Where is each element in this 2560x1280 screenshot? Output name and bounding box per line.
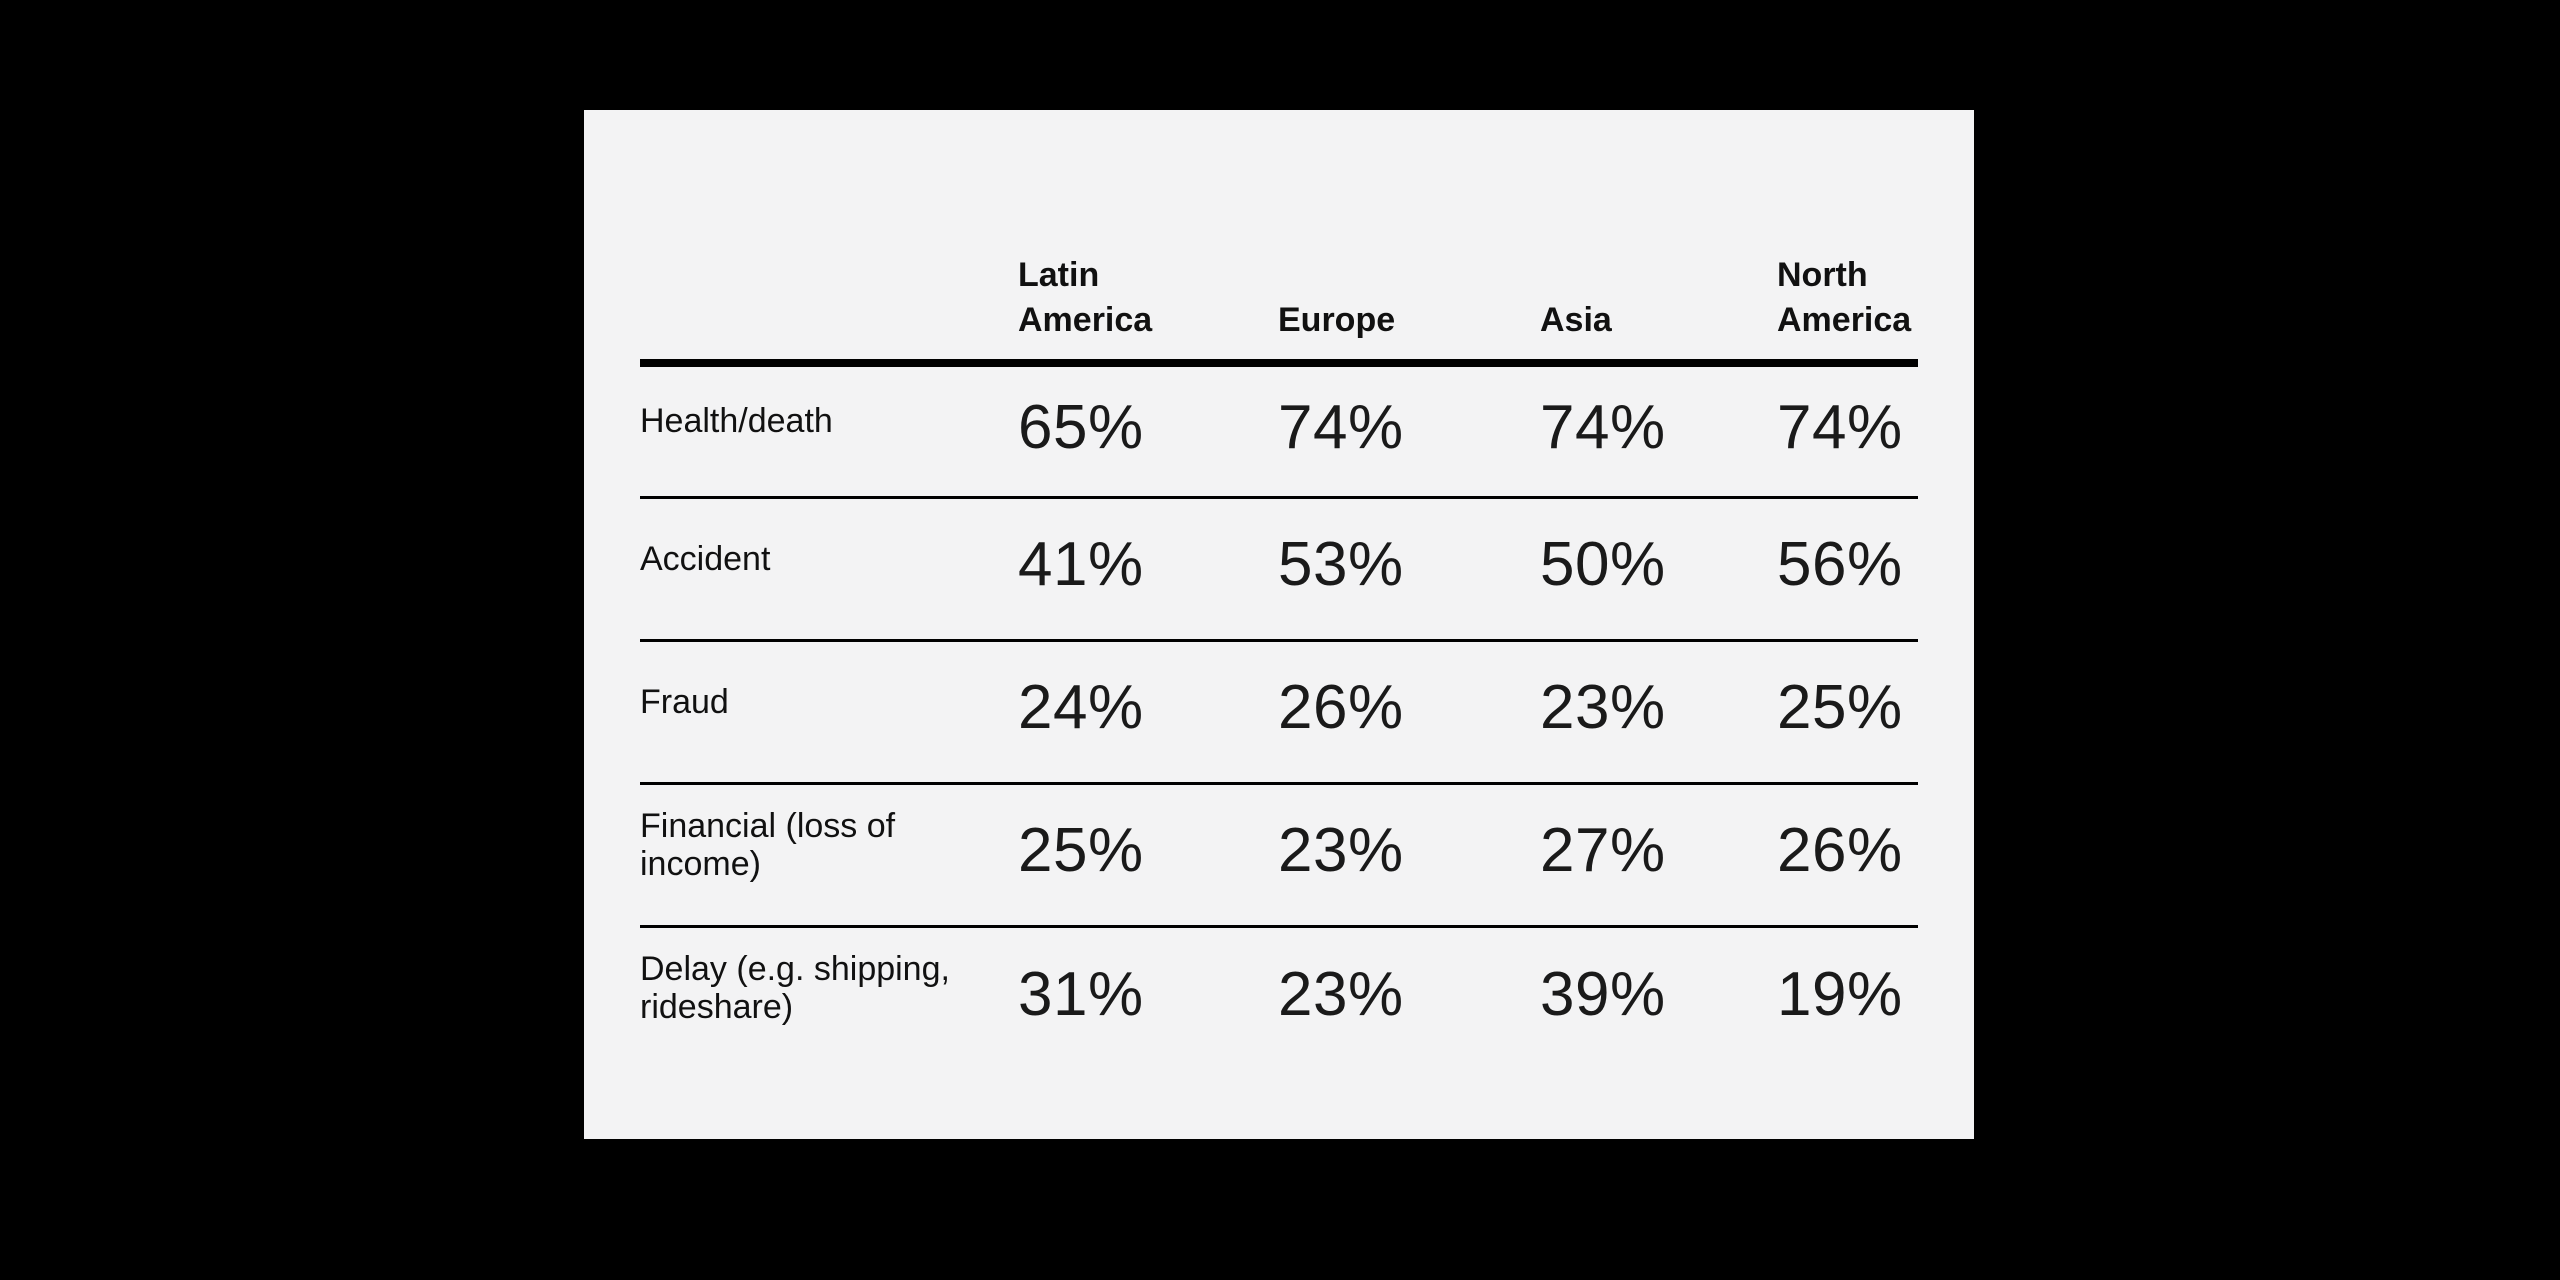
- value-cell: 26%: [1777, 816, 1903, 885]
- table-header-row: Latin America Europe Asia North America: [640, 110, 1918, 367]
- value-cell: 53%: [1278, 530, 1404, 599]
- value-cell: 19%: [1777, 959, 1903, 1029]
- value-cell: 50%: [1540, 530, 1666, 599]
- value-cell: 24%: [1018, 673, 1144, 742]
- table-panel: Latin America Europe Asia North America …: [584, 110, 1974, 1139]
- table-row-health-death: Health/death 65% 74% 74% 74%: [640, 363, 1918, 497]
- value-cell: 26%: [1278, 673, 1404, 742]
- table-row-financial: Financial (loss of income) 25% 23% 27% 2…: [640, 783, 1918, 926]
- table-row-delay: Delay (e.g. shipping, rideshare) 31% 23%…: [640, 926, 1918, 1069]
- value-cell: 23%: [1278, 959, 1404, 1029]
- value-cell: 27%: [1540, 816, 1666, 885]
- value-cell: 74%: [1540, 392, 1666, 462]
- value-cell: 74%: [1777, 392, 1903, 462]
- row-label: Financial (loss of income): [640, 806, 896, 883]
- value-cell: 56%: [1777, 530, 1903, 599]
- value-cell: 74%: [1278, 392, 1404, 462]
- column-header-north-america: North America: [1777, 110, 1918, 367]
- value-cell: 65%: [1018, 392, 1144, 462]
- row-label: Health/death: [640, 402, 833, 441]
- column-header-empty: [640, 110, 1018, 367]
- value-cell: 23%: [1540, 673, 1666, 742]
- value-cell: 39%: [1540, 959, 1666, 1029]
- column-header-asia: Asia: [1540, 110, 1777, 367]
- table-row-fraud: Fraud 24% 26% 23% 25%: [640, 640, 1918, 783]
- row-label: Fraud: [640, 682, 729, 721]
- column-header-latin-america: Latin America: [1018, 110, 1278, 367]
- table-row-accident: Accident 41% 53% 50% 56%: [640, 497, 1918, 640]
- column-header-europe: Europe: [1278, 110, 1540, 367]
- value-cell: 25%: [1018, 816, 1144, 885]
- row-label: Delay (e.g. shipping, rideshare): [640, 950, 950, 1027]
- value-cell: 25%: [1777, 673, 1903, 742]
- value-cell: 41%: [1018, 530, 1144, 599]
- value-cell: 23%: [1278, 816, 1404, 885]
- regional-risk-table: Latin America Europe Asia North America …: [640, 110, 1918, 1069]
- value-cell: 31%: [1018, 959, 1144, 1029]
- row-label: Accident: [640, 539, 771, 578]
